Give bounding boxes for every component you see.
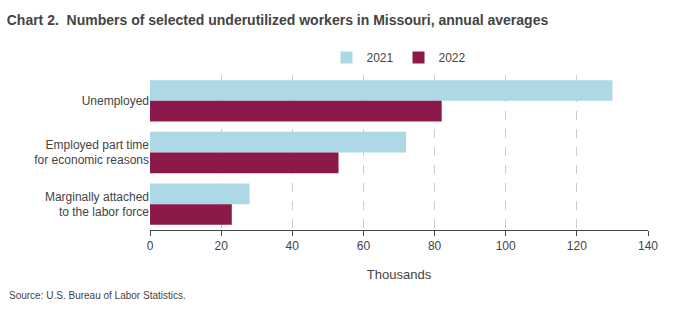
svg-text:80: 80	[428, 239, 442, 253]
svg-text:Source: U.S. Bureau of Labor S: Source: U.S. Bureau of Labor Statistics.	[9, 290, 186, 301]
svg-text:40: 40	[286, 239, 300, 253]
svg-text:60: 60	[357, 239, 371, 253]
svg-text:20: 20	[214, 239, 228, 253]
svg-text:120: 120	[567, 239, 587, 253]
svg-text:2021: 2021	[367, 51, 394, 65]
svg-text:Chart 2. Numbers of selected: Chart 2. Numbers of selected underutiliz…	[7, 12, 549, 28]
svg-text:100: 100	[496, 239, 516, 253]
svg-text:Unemployed: Unemployed	[82, 94, 149, 108]
svg-text:Thousands: Thousands	[367, 267, 432, 282]
svg-text:0: 0	[147, 239, 154, 253]
svg-text:2022: 2022	[439, 51, 466, 65]
svg-text:140: 140	[638, 239, 658, 253]
svg-text:Marginally attachedto the labo: Marginally attachedto the labor force	[45, 190, 149, 220]
svg-text:Employed part timefor economic: Employed part timefor economic reasons	[34, 138, 149, 168]
